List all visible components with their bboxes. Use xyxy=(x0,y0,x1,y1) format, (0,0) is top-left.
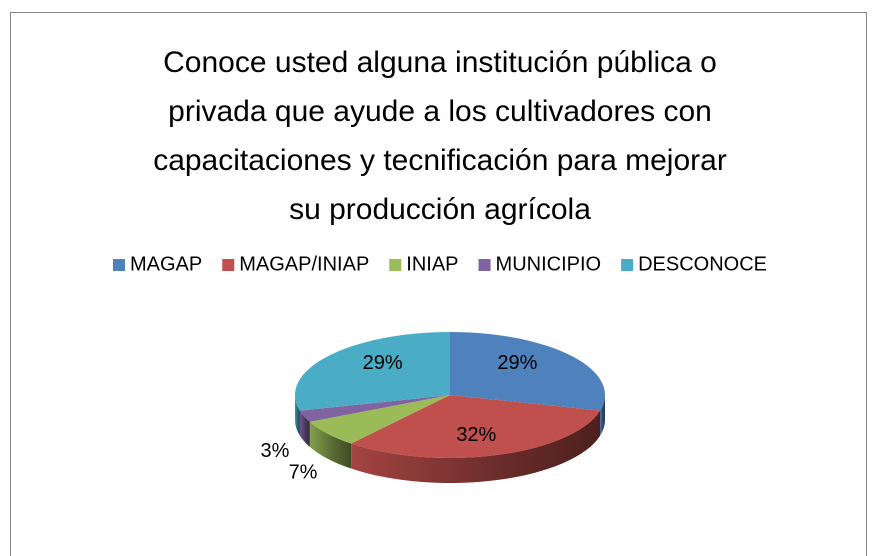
pie-slice xyxy=(450,332,605,411)
legend-label: MAGAP/INIAP xyxy=(239,253,369,275)
legend-swatch xyxy=(222,259,235,271)
legend-swatch xyxy=(478,259,491,271)
pie-slice xyxy=(295,332,450,411)
pie-slice xyxy=(299,395,450,422)
pie-side-shade xyxy=(295,395,300,436)
legend-label: MUNICIPIO xyxy=(496,253,602,275)
legend-swatch xyxy=(621,259,634,271)
legend-label: DESCONOCE xyxy=(638,253,767,275)
legend-swatch xyxy=(113,259,125,271)
pie-slice xyxy=(351,395,601,458)
pie-side-shade xyxy=(309,421,352,469)
pie-side-shade xyxy=(299,410,310,447)
pie-side-shade xyxy=(351,410,601,483)
data-label: 29% xyxy=(497,352,537,374)
legend-label: INIAP xyxy=(406,253,458,275)
pie-slice xyxy=(309,395,450,444)
legend-swatch xyxy=(389,259,402,271)
data-label: 3% xyxy=(261,440,290,462)
chart-title: Conoce usted alguna institución pública … xyxy=(153,46,727,226)
data-label: 29% xyxy=(363,352,403,374)
data-label: 32% xyxy=(456,424,496,446)
pie-side-shade xyxy=(600,395,605,436)
data-label: 7% xyxy=(289,462,318,484)
legend-label: MAGAP xyxy=(130,253,202,275)
